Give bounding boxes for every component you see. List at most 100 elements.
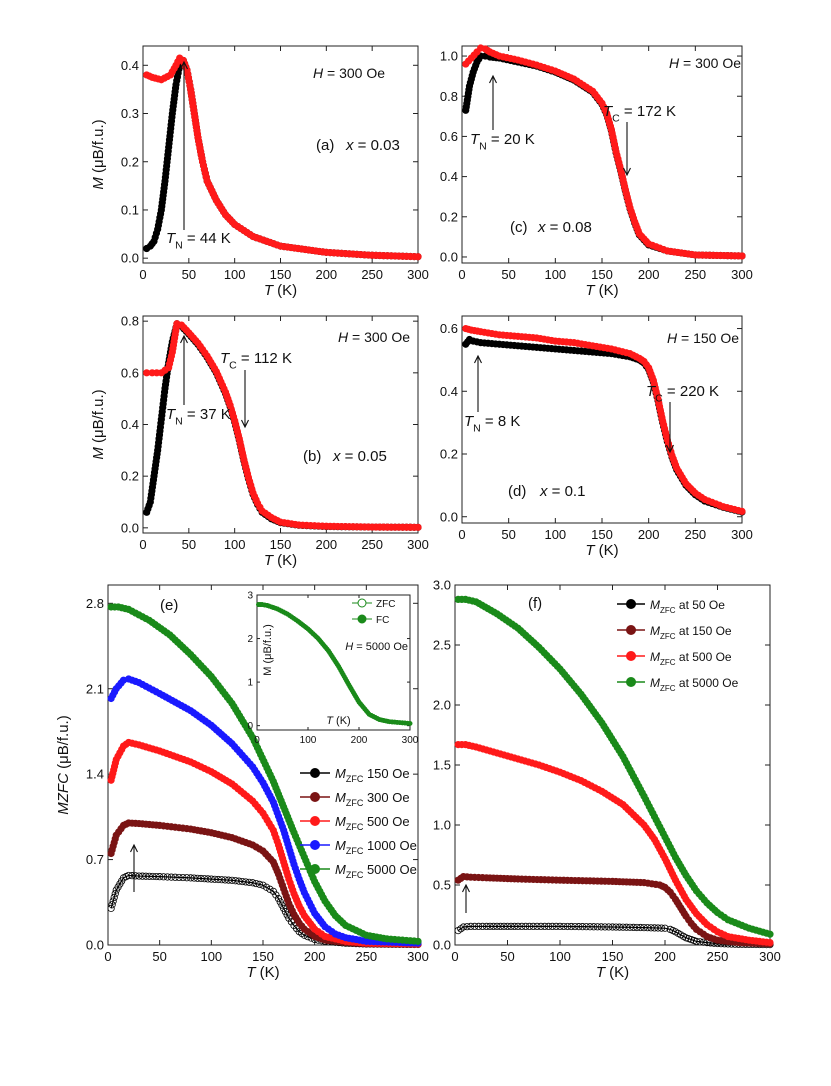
data-point	[650, 924, 659, 932]
y-tick-label: 1.4	[86, 767, 104, 782]
chart-panel-c: 0 50 100 150 200 250 300 0.0 0.2 0.4 0.6 0.8 1.0 T (K…	[440, 44, 753, 299]
arrow-head	[130, 843, 138, 853]
data-point	[138, 872, 147, 880]
x-tick-label: 150	[270, 537, 292, 552]
data-point	[529, 922, 537, 931]
data-point	[493, 922, 501, 931]
y-tick-label: 0.4	[440, 169, 458, 184]
x-tick-label: 50	[501, 527, 515, 542]
legend-label: MZFC at 150 Oe	[650, 624, 732, 641]
data-point	[482, 922, 491, 931]
composition-label: x = 0.1	[539, 483, 585, 500]
y-tick-label: 3	[247, 591, 253, 602]
field-label: H = 150 Oe	[667, 330, 739, 346]
data-point	[608, 923, 617, 931]
data-point	[622, 923, 631, 931]
transition-label-tn: TN = 20 K	[470, 131, 535, 152]
data-point	[204, 875, 212, 883]
legend-label: MZFC 500 Oe	[335, 814, 410, 832]
x-tick-label: 150	[591, 527, 613, 542]
y-tick-label: 1.0	[433, 818, 451, 833]
x-tick-label: 0	[104, 949, 111, 964]
y-axis-label: MZFC (μB/f.u.)	[55, 715, 72, 814]
x-tick-label: 250	[684, 527, 706, 542]
data-point	[605, 923, 613, 931]
y-tick-label: 0.6	[121, 365, 139, 380]
x-axis-label: T (K)	[585, 542, 618, 559]
x-tick-label: 300	[402, 735, 419, 746]
data-point	[615, 923, 624, 931]
x-tick-label: 0	[458, 527, 465, 542]
y-tick-label: 0.4	[121, 417, 139, 432]
arrow-head	[623, 167, 631, 177]
data-point	[249, 879, 257, 887]
data-point	[636, 923, 645, 932]
data-point	[108, 901, 116, 909]
y-tick-label: 0.0	[433, 938, 451, 953]
series-line	[465, 55, 743, 257]
data-point	[633, 923, 641, 932]
legend-label: MZFC 5000 Oe	[335, 862, 417, 880]
data-point	[626, 923, 634, 931]
data-point	[259, 881, 267, 889]
y-tick-label: 0.2	[440, 209, 458, 224]
data-point	[578, 923, 587, 931]
data-point	[214, 875, 222, 884]
data-point	[414, 253, 422, 261]
data-point	[575, 923, 583, 931]
x-tick-label: 50	[152, 949, 166, 964]
x-tick-label: 300	[407, 949, 429, 964]
data-point	[571, 922, 579, 931]
y-tick-label: 0.0	[440, 250, 458, 265]
data-point	[224, 876, 233, 884]
y-axis-label: M (μB/f.u.)	[90, 119, 107, 189]
y-tick-label: 2.5	[433, 638, 451, 653]
data-point	[657, 924, 666, 932]
data-point	[175, 873, 183, 882]
data-point	[699, 938, 708, 946]
series-fc	[143, 320, 422, 531]
y-tick-label: 0.3	[121, 106, 139, 121]
legend-marker	[357, 598, 367, 608]
legend-label: MZFC at 5000 Oe	[650, 676, 739, 693]
legend-label: MZFC 150 Oe	[335, 766, 410, 784]
data-point	[467, 922, 475, 931]
x-tick-label: 200	[638, 267, 660, 282]
x-tick-label: 200	[315, 267, 337, 282]
data-point	[207, 875, 215, 883]
data-point	[110, 893, 118, 902]
legend-marker	[626, 677, 636, 687]
arrow-head	[489, 74, 497, 84]
data-point	[149, 872, 157, 881]
data-point	[496, 922, 505, 931]
series-fc	[462, 324, 746, 515]
y-tick-label: 1.5	[433, 758, 451, 773]
y-tick-label: 0.2	[121, 469, 139, 484]
data-point	[629, 923, 638, 932]
data-point	[533, 922, 541, 931]
data-point	[235, 877, 243, 885]
inset-legend-entry: FC	[352, 614, 389, 626]
transition-label-tn: TN = 8 K	[464, 413, 520, 434]
legend-entry: MZFC 300 Oe	[300, 790, 410, 808]
data-point	[514, 922, 522, 931]
series-line	[465, 47, 743, 257]
legend-label: MZFC at 500 Oe	[650, 650, 732, 667]
data-point	[179, 873, 187, 882]
y-tick-label: 2.1	[86, 681, 104, 696]
series-fc	[143, 54, 422, 261]
series-fc	[256, 602, 413, 726]
chart-panel-d: 0 50 100 150 200 250 300 0.0 0.2 0.4 0.6 T (K) H = 1…	[440, 315, 753, 559]
x-tick-label: 100	[200, 949, 222, 964]
data-point	[507, 922, 515, 931]
x-axis-label: T (K)	[264, 552, 297, 569]
x-tick-label: 100	[300, 735, 317, 746]
data-point	[601, 923, 609, 931]
x-tick-label: 100	[224, 537, 246, 552]
plot-frame	[454, 584, 771, 946]
x-tick-label: 0	[139, 267, 146, 282]
inset-x-axis-label: T (K)	[326, 715, 350, 727]
transition-label-tc: TC = 220 K	[646, 383, 719, 404]
data-point	[414, 523, 422, 531]
